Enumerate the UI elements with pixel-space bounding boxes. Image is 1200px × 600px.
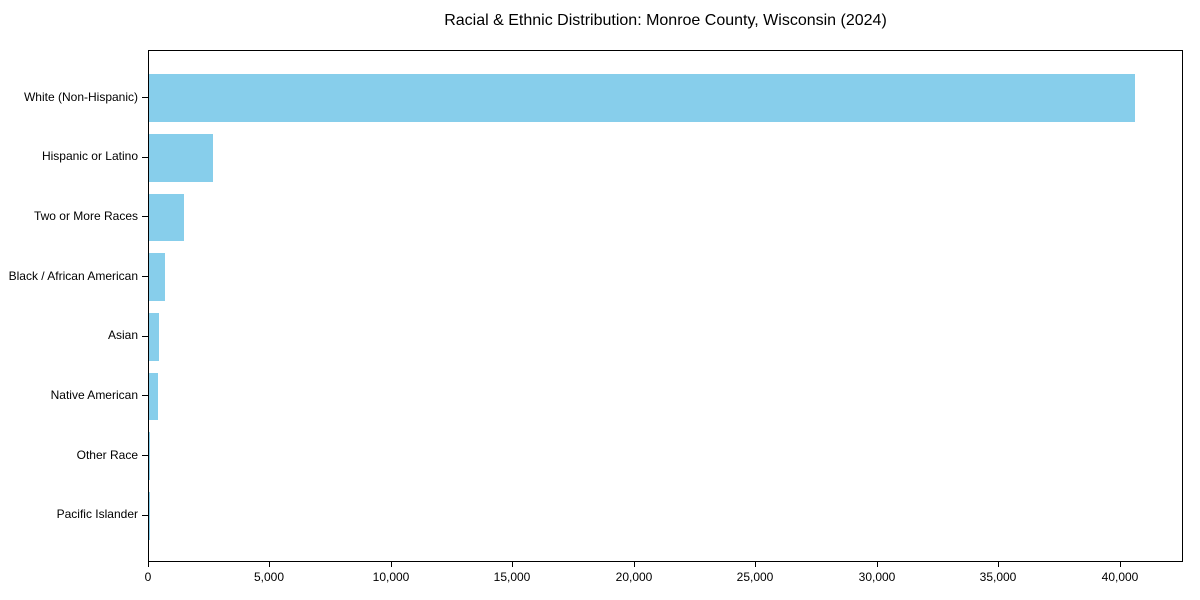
x-tick-mark	[269, 562, 270, 567]
x-tick-label-35-000: 35,000	[979, 570, 1017, 584]
bar-black-african-american	[149, 253, 165, 301]
y-tick-mark	[142, 455, 148, 456]
y-tick-label-black-african-american: Black / African American	[8, 269, 138, 283]
x-tick-label-15-000: 15,000	[493, 570, 531, 584]
x-tick-label-25-000: 25,000	[736, 570, 774, 584]
y-tick-label-native-american: Native American	[50, 388, 138, 402]
y-tick-mark	[142, 395, 148, 396]
x-tick-mark	[998, 562, 999, 567]
bar-white-non-hispanic	[149, 74, 1136, 122]
x-tick-label-40-000: 40,000	[1101, 570, 1139, 584]
x-tick-label-30-000: 30,000	[858, 570, 896, 584]
bar-hispanic-or-latino	[149, 133, 214, 182]
x-tick-mark	[877, 562, 878, 567]
x-tick-label-20-000: 20,000	[615, 570, 653, 584]
x-tick-mark	[1120, 562, 1121, 567]
x-tick-mark	[148, 562, 149, 567]
y-tick-label-pacific-islander: Pacific Islander	[56, 507, 138, 521]
chart-title: Racial & Ethnic Distribution: Monroe Cou…	[444, 12, 887, 29]
bar-native-american	[149, 372, 158, 421]
x-tick-label-10-000: 10,000	[372, 570, 410, 584]
x-tick-label-5-000: 5,000	[253, 570, 285, 584]
y-tick-mark	[142, 157, 148, 158]
y-tick-label-hispanic-or-latino: Hispanic or Latino	[41, 149, 138, 163]
y-tick-label-white-non-hispanic: White (Non-Hispanic)	[23, 90, 138, 104]
bar-asian	[149, 312, 160, 361]
x-tick-mark	[634, 562, 635, 567]
y-tick-mark	[142, 97, 148, 98]
bars-layer	[149, 51, 1182, 561]
x-tick-mark	[755, 562, 756, 567]
y-tick-mark	[142, 276, 148, 277]
y-tick-mark	[142, 336, 148, 337]
x-tick-mark	[391, 562, 392, 567]
x-tick-mark	[512, 562, 513, 567]
y-tick-label-asian: Asian	[107, 328, 138, 342]
x-tick-label-0: 0	[144, 570, 152, 584]
y-tick-mark	[142, 216, 148, 217]
bar-other-race	[149, 432, 151, 480]
y-tick-label-two-or-more-races: Two or More Races	[33, 209, 138, 223]
y-tick-mark	[142, 515, 148, 516]
bar-two-or-more-races	[149, 193, 184, 242]
y-tick-label-other-race: Other Race	[76, 448, 138, 462]
plot-area	[148, 50, 1183, 562]
